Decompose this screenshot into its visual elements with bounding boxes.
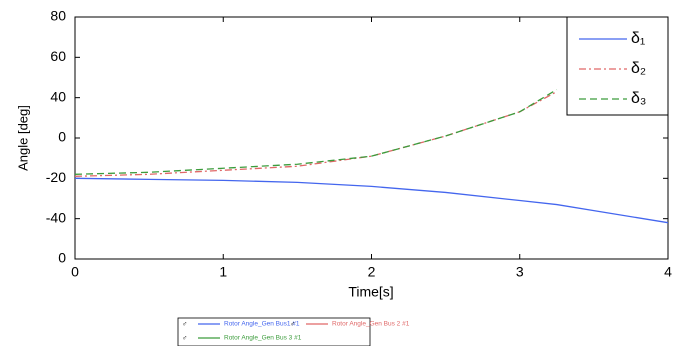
- series-line: [74, 89, 558, 175]
- secondary-legend-icon: ♂: [182, 321, 187, 328]
- y-tick-label: 40: [50, 88, 66, 104]
- secondary-legend-label: Rotor Angle_Gen Bus1 #1: [224, 321, 300, 328]
- y-tick-label: 0: [58, 129, 66, 145]
- y-tick-label: -40: [46, 209, 66, 225]
- secondary-legend-icon: ♂: [290, 321, 295, 328]
- series-line: [74, 91, 558, 177]
- y-tick-label: 80: [50, 8, 66, 24]
- legend-box: [566, 16, 669, 116]
- y-tick-label: 60: [50, 48, 66, 64]
- secondary-legend-icon: ♂: [182, 335, 187, 342]
- secondary-legend-box: [177, 317, 371, 346]
- x-tick-label: 3: [516, 264, 524, 280]
- y-tick-label: 0: [58, 250, 66, 266]
- x-tick-label: 4: [664, 264, 672, 280]
- y-tick-label: -20: [46, 169, 66, 185]
- x-tick-label: 0: [71, 264, 79, 280]
- secondary-legend-label: Rotor Angle_Gen Bus 2 #1: [332, 321, 410, 328]
- x-axis-label: Time[s]: [348, 284, 393, 300]
- secondary-legend-label: Rotor Angle_Gen Bus 3 #1: [224, 335, 302, 342]
- legend-label: δ₂: [631, 60, 646, 77]
- x-tick-label: 1: [219, 264, 227, 280]
- series-line: [74, 177, 669, 224]
- legend-label: δ₃: [631, 90, 646, 107]
- legend-label: δ₁: [631, 30, 645, 47]
- x-tick-label: 2: [368, 264, 376, 280]
- y-axis-label: Angle [deg]: [15, 105, 30, 171]
